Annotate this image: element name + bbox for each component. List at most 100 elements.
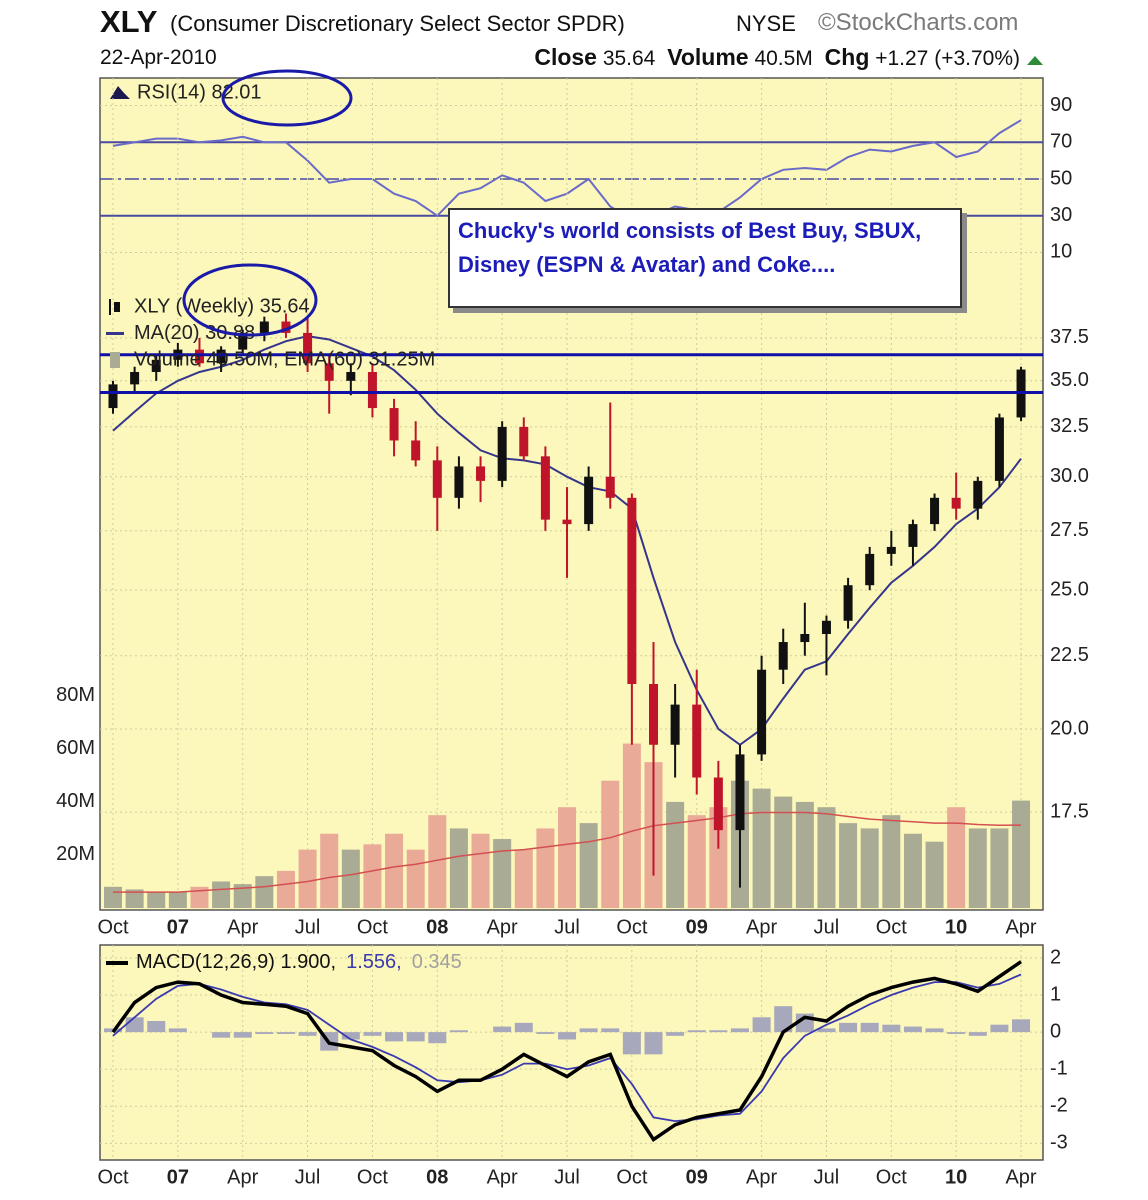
histogram-bar [298, 1032, 317, 1036]
candle-body [951, 497, 961, 509]
histogram-bar [449, 1030, 468, 1033]
histogram-bar [730, 1028, 749, 1033]
x-tick-label: 07 [167, 1166, 189, 1188]
volume-bar [493, 839, 512, 908]
volume-bar [363, 844, 382, 908]
volume-bar [709, 807, 728, 908]
x-tick-label: Apr [1005, 1166, 1036, 1188]
y-tick-label: 30 [1050, 204, 1072, 226]
candle-body [389, 408, 399, 441]
change-value: +1.27 [875, 47, 929, 70]
candle-body [411, 440, 421, 461]
x-tick-label: Oct [97, 916, 129, 938]
volume-bar [190, 886, 209, 908]
volume-bar [212, 881, 231, 908]
candle-body [346, 371, 356, 381]
histogram-bar [1012, 1019, 1031, 1033]
volume-bar [882, 815, 901, 908]
volume-bar [168, 892, 187, 908]
histogram-bar [493, 1026, 512, 1033]
y-tick-label: 27.5 [1050, 519, 1089, 541]
volume-bar [320, 833, 339, 908]
legend-label: 0.345 [412, 951, 462, 973]
candle-body [432, 460, 442, 498]
candle-body [713, 777, 723, 831]
volume-bar [860, 828, 879, 908]
volume-bar [341, 849, 360, 908]
date: 22-Apr-2010 [100, 46, 217, 69]
volume-bar [817, 807, 836, 908]
y-tick-label: 30.0 [1050, 465, 1089, 487]
candle-body [151, 359, 161, 372]
histogram-bar [709, 1030, 728, 1033]
x-tick-label: 09 [686, 1166, 708, 1188]
volume-bar [276, 870, 295, 908]
x-tick-label: Oct [97, 1166, 129, 1188]
symbol: XLY [100, 4, 158, 39]
legend: MACD(12,26,9) 1.900, 1.556, 0.345 [136, 951, 462, 973]
change-label: Chg [824, 44, 870, 70]
y-tick-label: 32.5 [1050, 415, 1089, 437]
volume-bar [687, 815, 706, 908]
y-tick-label: 35.0 [1050, 369, 1089, 391]
candle-body [216, 349, 226, 364]
histogram-bar [558, 1032, 577, 1040]
candle-body [303, 332, 313, 364]
y-tick-label: -1 [1050, 1057, 1068, 1079]
highlight-oval [182, 263, 318, 337]
legend-label: XLY (Weekly) 35.64 [134, 295, 310, 317]
macd-panel [99, 944, 1044, 1161]
histogram-bar [168, 1028, 187, 1033]
volume-bar [125, 889, 144, 908]
source: ©StockCharts.com [818, 9, 1019, 36]
volume-bar [774, 796, 793, 908]
volume-bar [471, 833, 490, 908]
x-tick-label: 08 [426, 1166, 448, 1188]
legend-label: MACD(12,26,9) 1.900, [136, 951, 336, 973]
histogram-bar [644, 1032, 663, 1055]
histogram-bar [125, 1017, 144, 1033]
x-tick-label: 10 [945, 916, 967, 938]
candle-body [562, 519, 572, 525]
candle-body [476, 466, 486, 481]
volume-bar [839, 823, 858, 908]
x-tick-label: 08 [426, 916, 448, 938]
volume-bar [903, 833, 922, 908]
candle-body [973, 480, 983, 509]
x-tick-label: Jul [295, 1166, 321, 1188]
candle-body [259, 321, 269, 333]
volume-bar [514, 849, 533, 908]
y-tick-label: 20.0 [1050, 717, 1089, 739]
candle-body [670, 704, 680, 745]
x-tick-label: Jul [554, 916, 580, 938]
candle-body [497, 426, 507, 481]
volume-value: 40.5M [754, 47, 813, 70]
histogram-bar [817, 1028, 836, 1033]
x-tick-label: Apr [227, 916, 258, 938]
volume-bar [449, 828, 468, 908]
histogram-bar [666, 1032, 685, 1036]
y-tick-label: 70 [1050, 131, 1072, 153]
change-percent: (+3.70%) [934, 47, 1020, 70]
volume-bar [601, 780, 620, 908]
volume-bar [536, 828, 555, 908]
candle-body [627, 497, 637, 685]
price-panel [99, 77, 1044, 911]
x-tick-label: Apr [227, 1166, 258, 1188]
candle-body [194, 349, 204, 364]
x-tick-label: Jul [295, 916, 321, 938]
x-tick-label: 09 [686, 916, 708, 938]
ema-line [113, 811, 1022, 893]
legend-icon [110, 352, 120, 368]
legend-label: Volume 40.50M, EMA(60) 31.25M [134, 348, 435, 370]
x-tick-label: Apr [746, 1166, 777, 1188]
x-tick-label: Oct [616, 916, 648, 938]
histogram-bar [622, 1032, 641, 1055]
volume-bar [925, 841, 944, 908]
legend-label: MA(20) 30.88 [134, 322, 255, 344]
volume-bar [147, 892, 166, 908]
x-tick-label: Jul [814, 1166, 840, 1188]
x-tick-label: Apr [746, 916, 777, 938]
candle-body [130, 371, 140, 385]
histogram-bar [276, 1032, 295, 1034]
